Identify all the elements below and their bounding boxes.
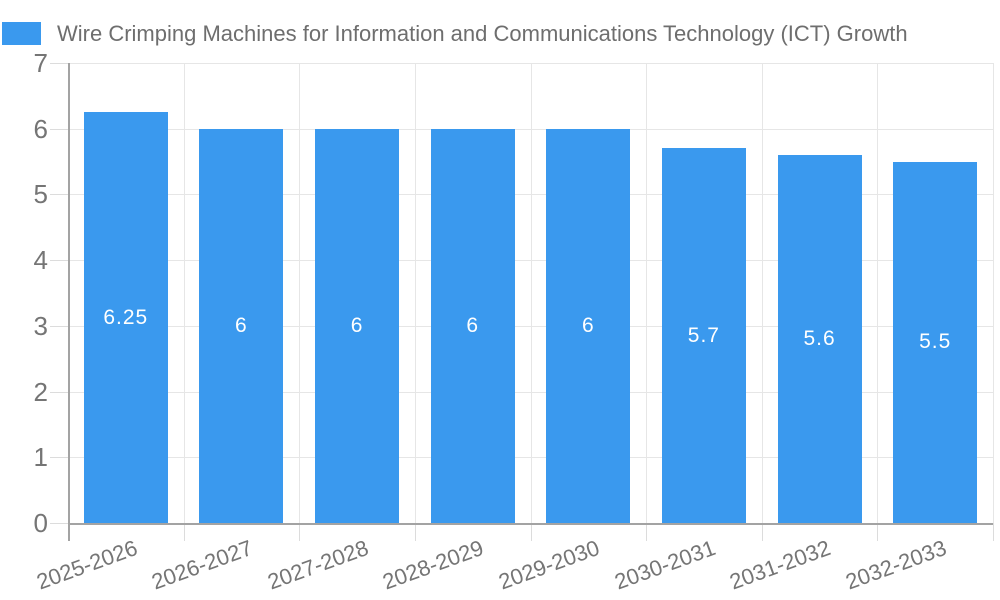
y-tick-mark bbox=[50, 392, 68, 393]
bar-value-label: 5.6 bbox=[803, 327, 836, 350]
y-gridline bbox=[68, 63, 993, 64]
bar-value-label: 5.5 bbox=[919, 330, 952, 354]
bar-value-label: 6 bbox=[235, 313, 248, 337]
y-gridline bbox=[68, 326, 993, 327]
y-tick-label: 3 bbox=[33, 311, 48, 341]
x-gridline bbox=[993, 63, 994, 523]
x-tick-label: 2026-2027 bbox=[148, 535, 256, 595]
chart-title: Wire Crimping Machines for Information a… bbox=[57, 21, 908, 46]
y-tick-mark bbox=[50, 260, 68, 261]
x-tick-mark bbox=[299, 523, 300, 541]
y-tick-label: 7 bbox=[33, 48, 48, 78]
bar[interactable] bbox=[661, 148, 746, 523]
y-tick-mark bbox=[50, 326, 68, 327]
bar-value-label: 6.25 bbox=[103, 305, 149, 329]
x-gridline bbox=[299, 63, 300, 523]
y-tick-mark bbox=[50, 63, 68, 64]
y-tick-label: 2 bbox=[33, 377, 48, 407]
y-tick-mark bbox=[50, 457, 68, 458]
bar[interactable] bbox=[777, 155, 862, 523]
bar[interactable] bbox=[893, 161, 978, 523]
bar[interactable] bbox=[199, 128, 284, 523]
y-tick-label: 0 bbox=[33, 508, 48, 538]
x-tick-label: 2031-2032 bbox=[726, 535, 835, 595]
x-tick-label: 2029-2030 bbox=[495, 535, 603, 595]
x-tick-label: 2025-2026 bbox=[32, 535, 141, 595]
x-gridline bbox=[762, 63, 763, 523]
y-tick-label: 1 bbox=[33, 442, 48, 472]
y-gridline bbox=[68, 457, 993, 458]
y-tick-mark bbox=[50, 523, 68, 524]
x-tick-mark bbox=[993, 523, 994, 541]
x-tick-label: 2027-2028 bbox=[264, 535, 372, 595]
bar[interactable] bbox=[315, 128, 400, 523]
x-tick-label: 2032-2033 bbox=[842, 535, 950, 595]
y-gridline bbox=[68, 129, 993, 130]
y-tick-mark bbox=[50, 194, 68, 195]
y-gridline bbox=[68, 194, 993, 195]
y-tick-label: 5 bbox=[33, 179, 48, 209]
y-tick-label: 6 bbox=[33, 114, 48, 144]
x-tick-mark bbox=[68, 523, 70, 541]
bar[interactable] bbox=[430, 128, 515, 523]
y-axis-line bbox=[68, 63, 70, 523]
x-gridline bbox=[415, 63, 416, 523]
x-axis-line bbox=[68, 523, 993, 525]
bar-value-label: 5.7 bbox=[687, 323, 720, 347]
x-gridline bbox=[184, 63, 185, 523]
bar-value-label: 6 bbox=[350, 313, 364, 337]
legend-swatch bbox=[2, 22, 41, 45]
x-gridline bbox=[646, 63, 647, 523]
y-tick-label: 4 bbox=[33, 245, 48, 275]
chart-legend[interactable]: Wire Crimping Machines for Information a… bbox=[0, 0, 1000, 55]
y-tick-mark bbox=[50, 129, 68, 130]
bar-value-label: 6 bbox=[581, 313, 595, 337]
bar[interactable] bbox=[83, 112, 168, 523]
x-gridline bbox=[877, 63, 878, 523]
bar[interactable] bbox=[546, 128, 631, 523]
bar-value-label: 6 bbox=[466, 313, 480, 337]
x-tick-mark bbox=[531, 523, 532, 541]
x-tick-mark bbox=[877, 523, 878, 541]
x-tick-mark bbox=[415, 523, 416, 541]
x-tick-mark bbox=[646, 523, 647, 541]
x-tick-label: 2030-2031 bbox=[611, 535, 719, 595]
x-tick-label: 2028-2029 bbox=[379, 535, 488, 595]
y-gridline bbox=[68, 260, 993, 261]
y-gridline bbox=[68, 392, 993, 393]
x-gridline bbox=[531, 63, 532, 523]
x-tick-mark bbox=[184, 523, 185, 541]
x-tick-mark bbox=[762, 523, 763, 541]
